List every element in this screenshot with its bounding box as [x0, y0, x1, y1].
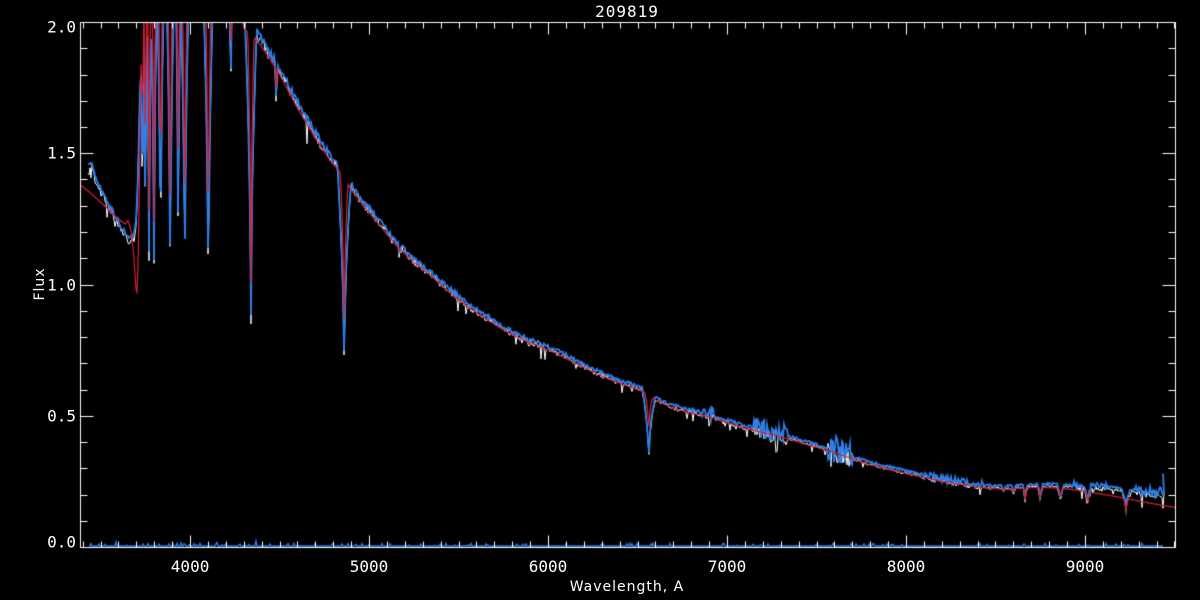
y-tick-label: 1.0	[47, 275, 76, 294]
x-tick-label: 8000	[886, 557, 926, 576]
y-tick-label: 0.5	[47, 406, 76, 426]
x-tick-label: 6000	[528, 557, 568, 576]
x-tick-label: 4000	[170, 557, 210, 576]
y-tick-label: 2.0	[47, 17, 76, 37]
x-tick-label: 5000	[349, 557, 389, 576]
x-axis-label: Wavelength, A	[569, 579, 685, 595]
y-tick-label: 1.5	[47, 143, 76, 163]
x-tick-label: 7000	[707, 557, 747, 576]
page-title: 209819	[595, 2, 659, 21]
x-tick-label: 9000	[1065, 557, 1105, 576]
y-tick-label: 0.0	[47, 532, 76, 552]
